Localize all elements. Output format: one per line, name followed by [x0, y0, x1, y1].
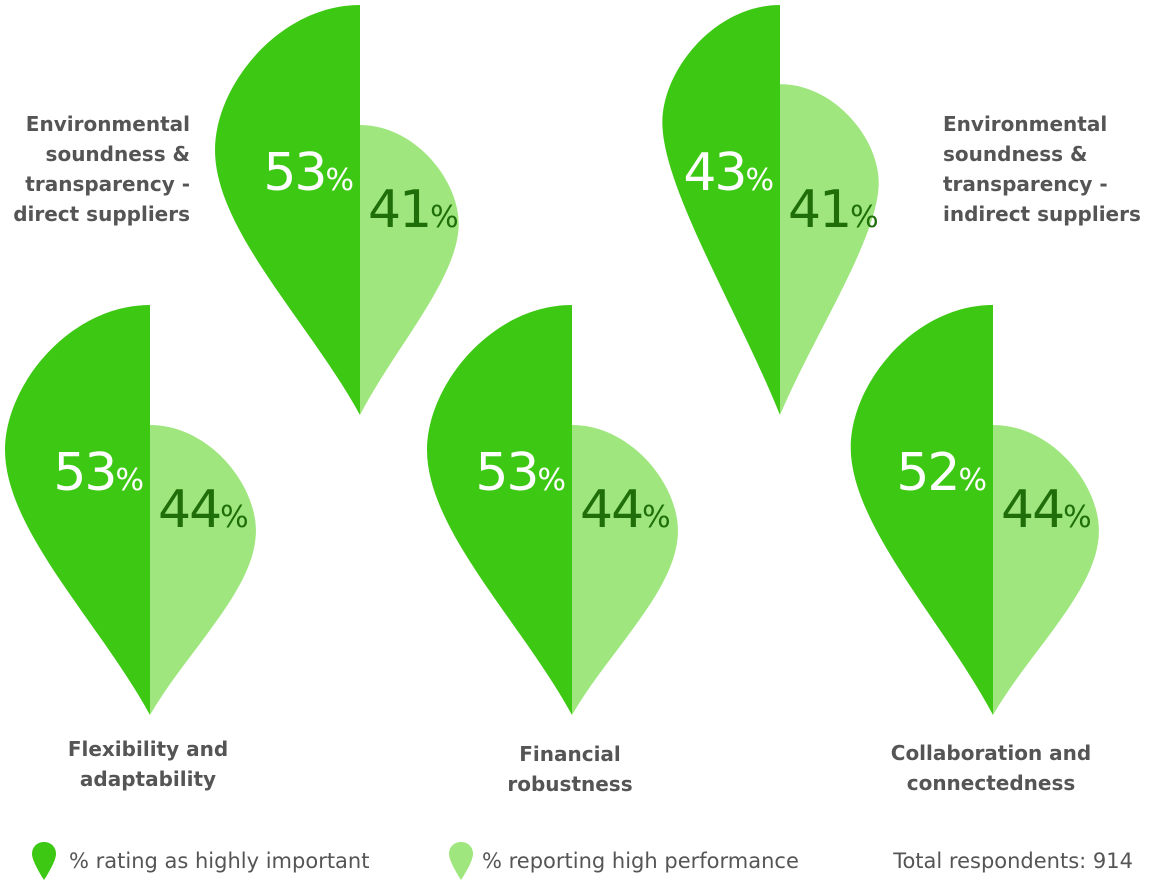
pin-flexibility: 53% 44% — [5, 305, 256, 715]
important-value: 53% — [53, 443, 144, 503]
performance-value: 44% — [1001, 480, 1092, 540]
important-value: 52% — [896, 443, 987, 503]
pin-important-half — [5, 305, 150, 715]
pin-collaboration: 52% 44% — [850, 305, 1099, 715]
legend: % rating as highly important % reporting… — [32, 842, 1133, 880]
legend-performance-marker — [449, 842, 473, 880]
legend-important-marker — [32, 842, 56, 880]
pin-performance-half — [360, 125, 459, 415]
category-label-env-direct: Environmental soundness & transparency -di… — [13, 112, 190, 226]
performance-value: 44% — [158, 480, 249, 540]
pin-important-half — [215, 5, 360, 415]
pin-important-half — [850, 305, 993, 715]
pin-performance-half — [150, 425, 256, 715]
category-label-collaboration: Collaboration and connectedness — [891, 741, 1091, 795]
performance-value: 44% — [580, 480, 671, 540]
performance-value: 41% — [368, 180, 459, 240]
pin-performance-half — [993, 425, 1099, 715]
important-value: 53% — [263, 143, 354, 203]
important-value: 43% — [683, 143, 774, 203]
pin-important-half — [662, 5, 780, 415]
category-labels: Environmental soundness & transparency -di… — [13, 112, 1141, 796]
pin-env-indirect: 43% 41% — [662, 5, 879, 416]
category-label-flexibility: Flexibility and adaptability — [68, 737, 228, 791]
category-label-env-indirect: Environmental soundness & transparency -in… — [943, 112, 1141, 226]
legend-performance-label: % reporting high performance — [482, 849, 799, 873]
total-respondents: Total respondents: 914 — [892, 849, 1133, 873]
pin-financial: 53% 44% — [427, 305, 678, 715]
pin-env-direct: 53% 41% — [215, 5, 459, 415]
performance-value: 41% — [788, 180, 879, 240]
pins-layer: 53% 41%43% 41%53% 44%53% 44%52% 44% — [5, 5, 1099, 715]
pin-performance-half — [572, 425, 678, 715]
pin-performance-half — [780, 84, 879, 416]
category-label-financial: Financial robustness — [507, 742, 632, 796]
legend-important-label: % rating as highly important — [69, 849, 369, 873]
pin-important-half — [427, 305, 572, 715]
important-value: 53% — [475, 443, 566, 503]
